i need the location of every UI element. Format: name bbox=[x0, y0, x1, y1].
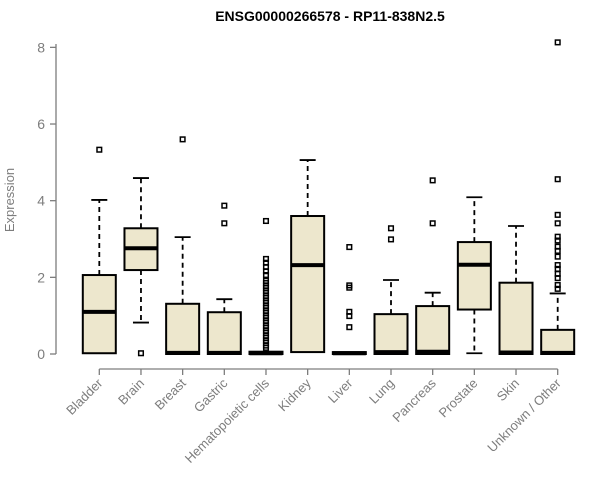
outlier-point bbox=[554, 262, 561, 269]
x-tick-label: Lung bbox=[366, 376, 397, 407]
x-tick-label: Unknown / Other bbox=[484, 375, 564, 455]
y-tick-label: 2 bbox=[37, 269, 45, 285]
iqr-box bbox=[165, 302, 201, 355]
outlier-point bbox=[429, 220, 436, 227]
iqr-box bbox=[373, 313, 409, 356]
outlier-point bbox=[387, 236, 395, 243]
y-axis-label: Expression bbox=[2, 168, 17, 232]
box-unknown-other bbox=[540, 39, 576, 356]
iqr-box bbox=[456, 241, 492, 311]
y-tick-label: 4 bbox=[37, 193, 45, 209]
outlier-point bbox=[346, 324, 353, 331]
outlier-point bbox=[262, 277, 270, 284]
x-tick-label: Pancreas bbox=[389, 375, 439, 425]
outlier-point bbox=[262, 217, 270, 225]
box-bladder bbox=[81, 146, 117, 355]
box-prostate bbox=[456, 196, 492, 355]
box-kidney bbox=[290, 159, 326, 354]
box-hematopoietic-cells bbox=[248, 217, 284, 356]
iqr-box bbox=[540, 328, 576, 356]
outlier-point bbox=[262, 271, 270, 279]
y-tick-label: 8 bbox=[37, 39, 45, 55]
outlier-point bbox=[179, 136, 186, 143]
x-tick-label: Kidney bbox=[275, 375, 314, 414]
outlier-point bbox=[346, 244, 353, 251]
box-pancreas bbox=[415, 177, 451, 355]
outlier-point bbox=[554, 211, 561, 218]
x-tick-label: Gastric bbox=[191, 375, 231, 415]
iqr-box bbox=[415, 305, 451, 355]
outlier-point bbox=[137, 350, 145, 357]
outlier-point bbox=[554, 237, 561, 244]
box-lung bbox=[373, 225, 409, 356]
iqr-box bbox=[206, 311, 242, 356]
outlier-point bbox=[221, 220, 228, 227]
iqr-box bbox=[498, 281, 534, 356]
box-breast bbox=[165, 136, 201, 355]
outlier-point bbox=[554, 270, 561, 277]
outlier-point bbox=[346, 282, 353, 289]
chart-title: ENSG00000266578 - RP11-838N2.5 bbox=[215, 8, 445, 24]
outlier-point bbox=[554, 253, 561, 260]
x-tick-label: Breast bbox=[152, 375, 189, 412]
y-tick-label: 6 bbox=[37, 116, 45, 132]
outlier-point bbox=[554, 39, 561, 46]
outlier-point bbox=[554, 285, 561, 292]
outlier-point bbox=[554, 176, 561, 183]
outlier-point bbox=[346, 308, 353, 315]
x-tick-label: Liver bbox=[325, 375, 356, 406]
outlier-point bbox=[429, 177, 436, 184]
plot-area bbox=[81, 39, 576, 357]
outlier-point bbox=[262, 259, 270, 266]
outlier-point bbox=[221, 202, 228, 209]
outlier-point bbox=[262, 255, 270, 262]
outlier-point bbox=[554, 233, 561, 240]
box-brain bbox=[123, 177, 159, 357]
y-tick-label: 0 bbox=[37, 346, 45, 362]
x-tick-label: Bladder bbox=[63, 375, 106, 418]
outlier-point bbox=[554, 220, 561, 227]
box-gastric bbox=[206, 202, 242, 356]
outlier-point bbox=[554, 265, 561, 272]
iqr-box bbox=[81, 274, 117, 355]
x-tick-label: Skin bbox=[494, 376, 522, 404]
outlier-point bbox=[554, 243, 561, 250]
x-tick-label: Brain bbox=[115, 376, 147, 408]
box-liver bbox=[331, 244, 367, 356]
box-skin bbox=[498, 225, 534, 356]
outlier-point bbox=[387, 225, 395, 232]
x-tick-label: Prostate bbox=[436, 376, 481, 421]
outlier-point bbox=[96, 146, 103, 153]
iqr-box bbox=[290, 215, 326, 354]
outlier-point bbox=[554, 281, 561, 289]
